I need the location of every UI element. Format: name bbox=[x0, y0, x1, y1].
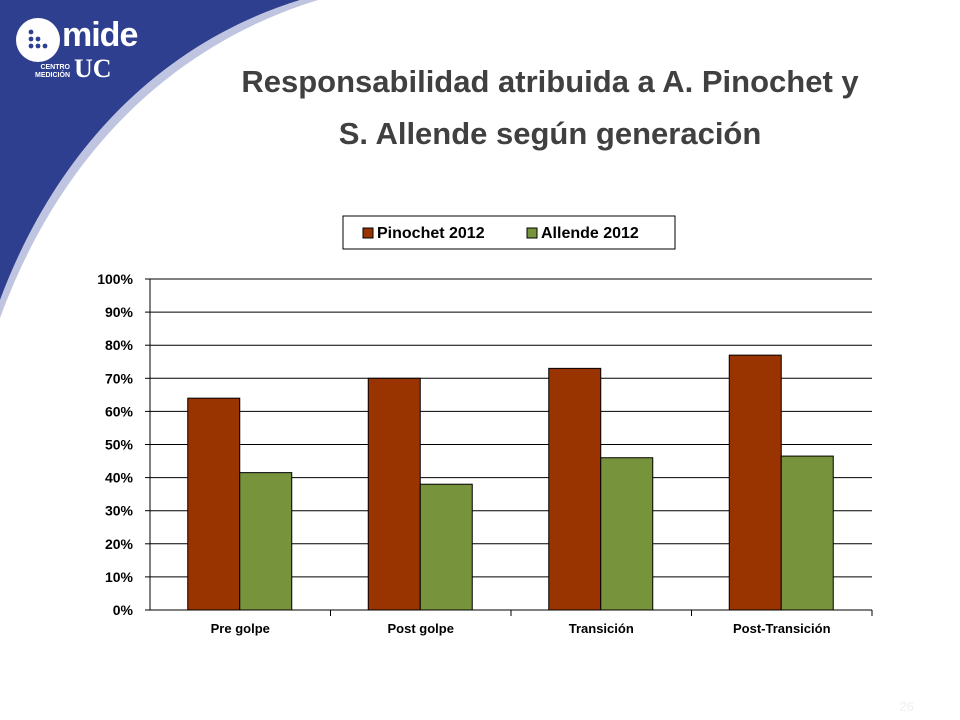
y-tick-label: 90% bbox=[105, 304, 134, 320]
slide-title-line-1: Responsabilidad atribuida a A. Pinochet … bbox=[241, 64, 859, 99]
logo-uc: UC bbox=[74, 54, 112, 83]
y-tick-label: 10% bbox=[105, 569, 134, 585]
y-tick-label: 50% bbox=[105, 437, 134, 453]
slide-title-line-2: S. Allende según generación bbox=[338, 116, 762, 151]
bar bbox=[367, 377, 421, 611]
bar bbox=[187, 397, 241, 611]
y-tick-label: 30% bbox=[105, 503, 134, 519]
slide-title: Responsabilidad atribuida a A. Pinochet … bbox=[180, 56, 920, 160]
logo-dots-icon bbox=[28, 29, 48, 49]
bar bbox=[780, 455, 834, 611]
mide-uc-logo: mide CENTRO MEDICIÓN UC bbox=[14, 16, 138, 86]
bar bbox=[728, 354, 782, 611]
legend-box bbox=[342, 215, 676, 250]
logo-word: mide bbox=[62, 16, 138, 54]
x-tick-label: Post golpe bbox=[388, 621, 454, 636]
y-tick-label: 70% bbox=[105, 370, 134, 386]
bar bbox=[600, 457, 654, 611]
y-tick-label: 20% bbox=[105, 536, 134, 552]
y-tick-label: 40% bbox=[105, 470, 134, 486]
bar bbox=[419, 483, 473, 611]
y-tick-label: 100% bbox=[97, 271, 133, 287]
y-tick-label: 0% bbox=[113, 602, 134, 618]
x-tick-label: Pre golpe bbox=[211, 621, 270, 636]
legend-label: Pinochet 2012 bbox=[377, 225, 485, 242]
page-number: 26 bbox=[899, 699, 914, 714]
x-tick-label: Transición bbox=[569, 621, 634, 636]
legend-label: Allende 2012 bbox=[541, 225, 639, 242]
legend-swatch bbox=[526, 227, 538, 239]
x-tick-label: Post-Transición bbox=[733, 621, 831, 636]
brand-swoosh-shape bbox=[0, 0, 300, 300]
bar bbox=[548, 367, 602, 611]
legend-swatch bbox=[362, 227, 374, 239]
y-tick-label: 80% bbox=[105, 337, 134, 353]
y-tick-label: 60% bbox=[105, 403, 134, 419]
bar bbox=[239, 472, 293, 611]
logo-center-text: CENTRO MEDICIÓN bbox=[35, 64, 70, 79]
